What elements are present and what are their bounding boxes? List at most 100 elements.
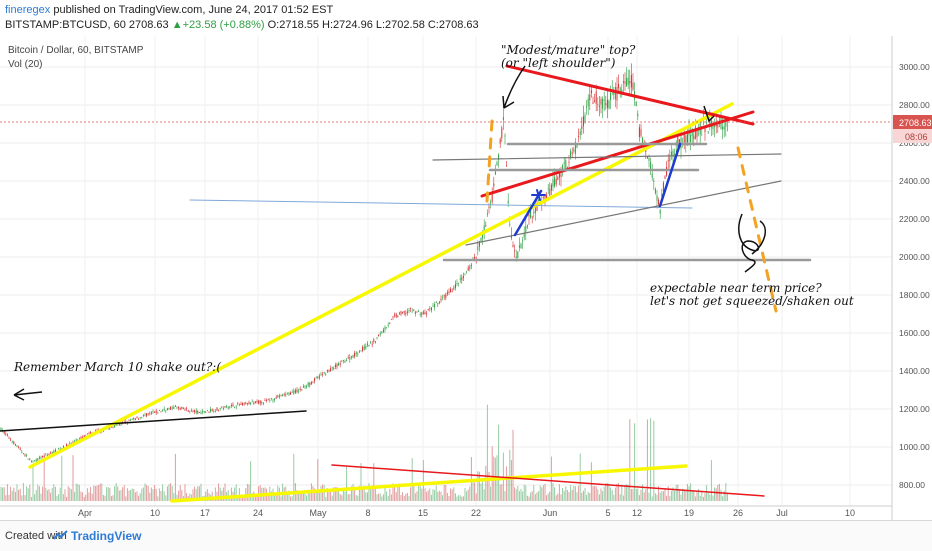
candle-body [414,311,416,315]
candle-body [86,433,88,435]
trendline-gray-lower [465,180,782,246]
candle-body [130,419,132,421]
candle-body [262,403,264,404]
candle-body [552,179,554,187]
candle-body [286,392,288,394]
chart-area[interactable]: 3000.002800.002600.002400.002200.002000.… [0,36,932,520]
volume-bar [176,494,178,501]
symbol-label: BITSTAMP:BTCUSD, 60 [5,19,126,31]
volume-bar [368,483,370,501]
volume-bar [469,486,471,501]
candle-body [251,401,253,403]
volume-bar [29,484,31,501]
volume-bar [162,484,164,501]
x-tick-label: 19 [684,508,694,518]
candle-body [408,310,410,312]
candle-body [594,100,596,102]
volume-bar [518,491,520,501]
tradingview-brand[interactable]: TradingView [71,529,142,543]
candle-body [237,403,239,405]
volume-bar [280,496,282,501]
volume-bar [478,471,480,501]
volume-bar [45,487,47,501]
candle-body [510,235,512,238]
candle-body [346,359,348,361]
check-mark [703,105,715,123]
drawings [0,64,892,503]
candle-body [674,153,676,155]
candle-body [381,331,383,334]
volume-bar [573,485,575,501]
candle-body [46,454,48,456]
volume-bar [85,494,87,501]
volume-bar [677,484,679,501]
candle-body [595,91,597,104]
candle-body [14,444,16,446]
candle-body [592,102,594,104]
volume-bar [158,488,160,501]
candle-body [170,406,172,410]
candle-body [310,382,312,384]
candle-body [694,126,696,140]
candle-body [118,423,120,426]
candle-body [301,389,303,391]
volume-bar [75,483,77,501]
candle-body [326,369,328,372]
volume-bar [150,487,152,501]
author-link[interactable]: fineregex [5,4,51,16]
volume-bar [344,491,346,501]
candle-body [531,216,533,218]
volume-bar [102,495,104,501]
candle-body [368,345,370,347]
candle-body [190,409,192,411]
candle-body [189,411,191,413]
candle-body [152,411,154,413]
candle-body [424,312,426,315]
volume-bar [536,492,538,501]
candle-body [670,151,672,156]
volume-bar [56,495,58,501]
candle-body [110,426,112,428]
volume-bar [627,484,629,501]
volume-bar [538,491,540,501]
annotation-near-term-line2: let's not get squeezed/shaken out [650,294,854,308]
volume-bar [525,485,527,501]
candle-body [470,264,472,266]
candle-body [230,405,232,406]
candle-body [298,390,300,392]
candle-body [163,408,165,411]
candle-body [533,211,535,214]
candle-body [360,350,362,352]
candle-body [635,101,637,107]
candle-body [565,160,567,169]
candle-body [374,341,376,343]
candle-body [430,307,432,311]
candle-body [194,410,196,412]
volume-bar [517,485,519,501]
candle-body [171,407,173,409]
candle-body [82,437,84,439]
candle-body [362,347,364,351]
candle-body [654,188,656,194]
candle-body [154,412,156,413]
volume-bar [622,495,624,501]
price-chart[interactable]: 3000.002800.002600.002400.002200.002000.… [0,36,932,520]
volume-bar [640,489,642,501]
candle-body [722,126,724,130]
volume-bar [267,495,269,501]
volume-bar [250,461,252,501]
volume-bar [566,489,568,501]
candle-body [259,400,261,404]
volume-bar [531,491,533,501]
volume-bar [578,485,580,501]
volume-bar [442,495,444,501]
candle-body [285,393,287,396]
candle-body [520,243,522,249]
candle-body [69,442,71,445]
last-price-tag-label: 2708.63 [899,118,932,128]
volume-bar [411,458,413,501]
candle-body [685,135,687,144]
candle-body [290,392,292,395]
candle-body [339,363,341,365]
candle-body [341,360,343,362]
